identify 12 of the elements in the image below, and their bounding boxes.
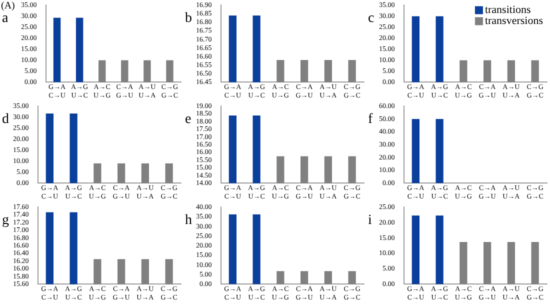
legend-label: transitions [484,4,531,16]
chart-title: b [185,10,192,26]
chart-title: d [2,112,9,127]
legend-label: transversions [484,15,543,28]
chart-title: f [368,112,373,127]
chart-title: a [2,10,9,26]
text: (A) [1,0,15,12]
chart-title: c [368,10,374,26]
chart-title: e [185,112,192,127]
chart-title: h [185,212,192,228]
chart-title: i [368,212,372,228]
chart-title: g [2,212,9,228]
